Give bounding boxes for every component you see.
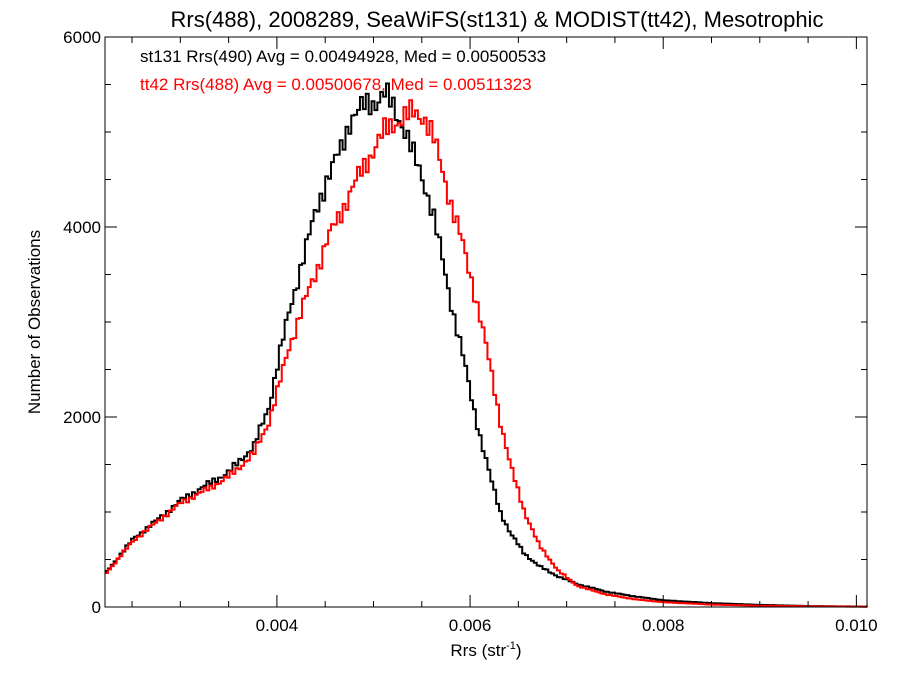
series-layer (105, 82, 868, 608)
legend: st131 Rrs(490) Avg = 0.00494928, Med = 0… (140, 47, 546, 94)
y-tick-label: 0 (92, 598, 101, 617)
x-tick-label: 0.004 (256, 616, 299, 635)
legend-entry-2: tt42 Rrs(488) Avg = 0.00500678, Med = 0.… (140, 75, 532, 94)
y-axis-label: Number of Observations (25, 230, 44, 414)
x-tick-label: 0.010 (835, 616, 878, 635)
series-line-2 (105, 99, 868, 608)
plot-frame (104, 36, 868, 608)
x-axis-label-superscript: -1 (506, 640, 516, 652)
y-tick-label: 6000 (63, 28, 101, 47)
x-tick-label: 0.006 (449, 616, 492, 635)
tick-layer: 0.004 0.006 0.008 0.010 0 2000 4000 6000 (63, 28, 877, 635)
x-axis-label-main: Rrs (str (450, 641, 506, 660)
chart-title: Rrs(488), 2008289, SeaWiFS(st131) & MODI… (171, 7, 824, 32)
y-tick-label: 4000 (63, 218, 101, 237)
y-tick-label: 2000 (63, 408, 101, 427)
x-tick-label: 0.008 (642, 616, 685, 635)
x-axis-label-close: ) (516, 641, 522, 660)
legend-entry-1: st131 Rrs(490) Avg = 0.00494928, Med = 0… (140, 47, 546, 66)
series-line-1 (105, 82, 868, 608)
x-axis-label: Rrs (str-1) (450, 640, 521, 660)
